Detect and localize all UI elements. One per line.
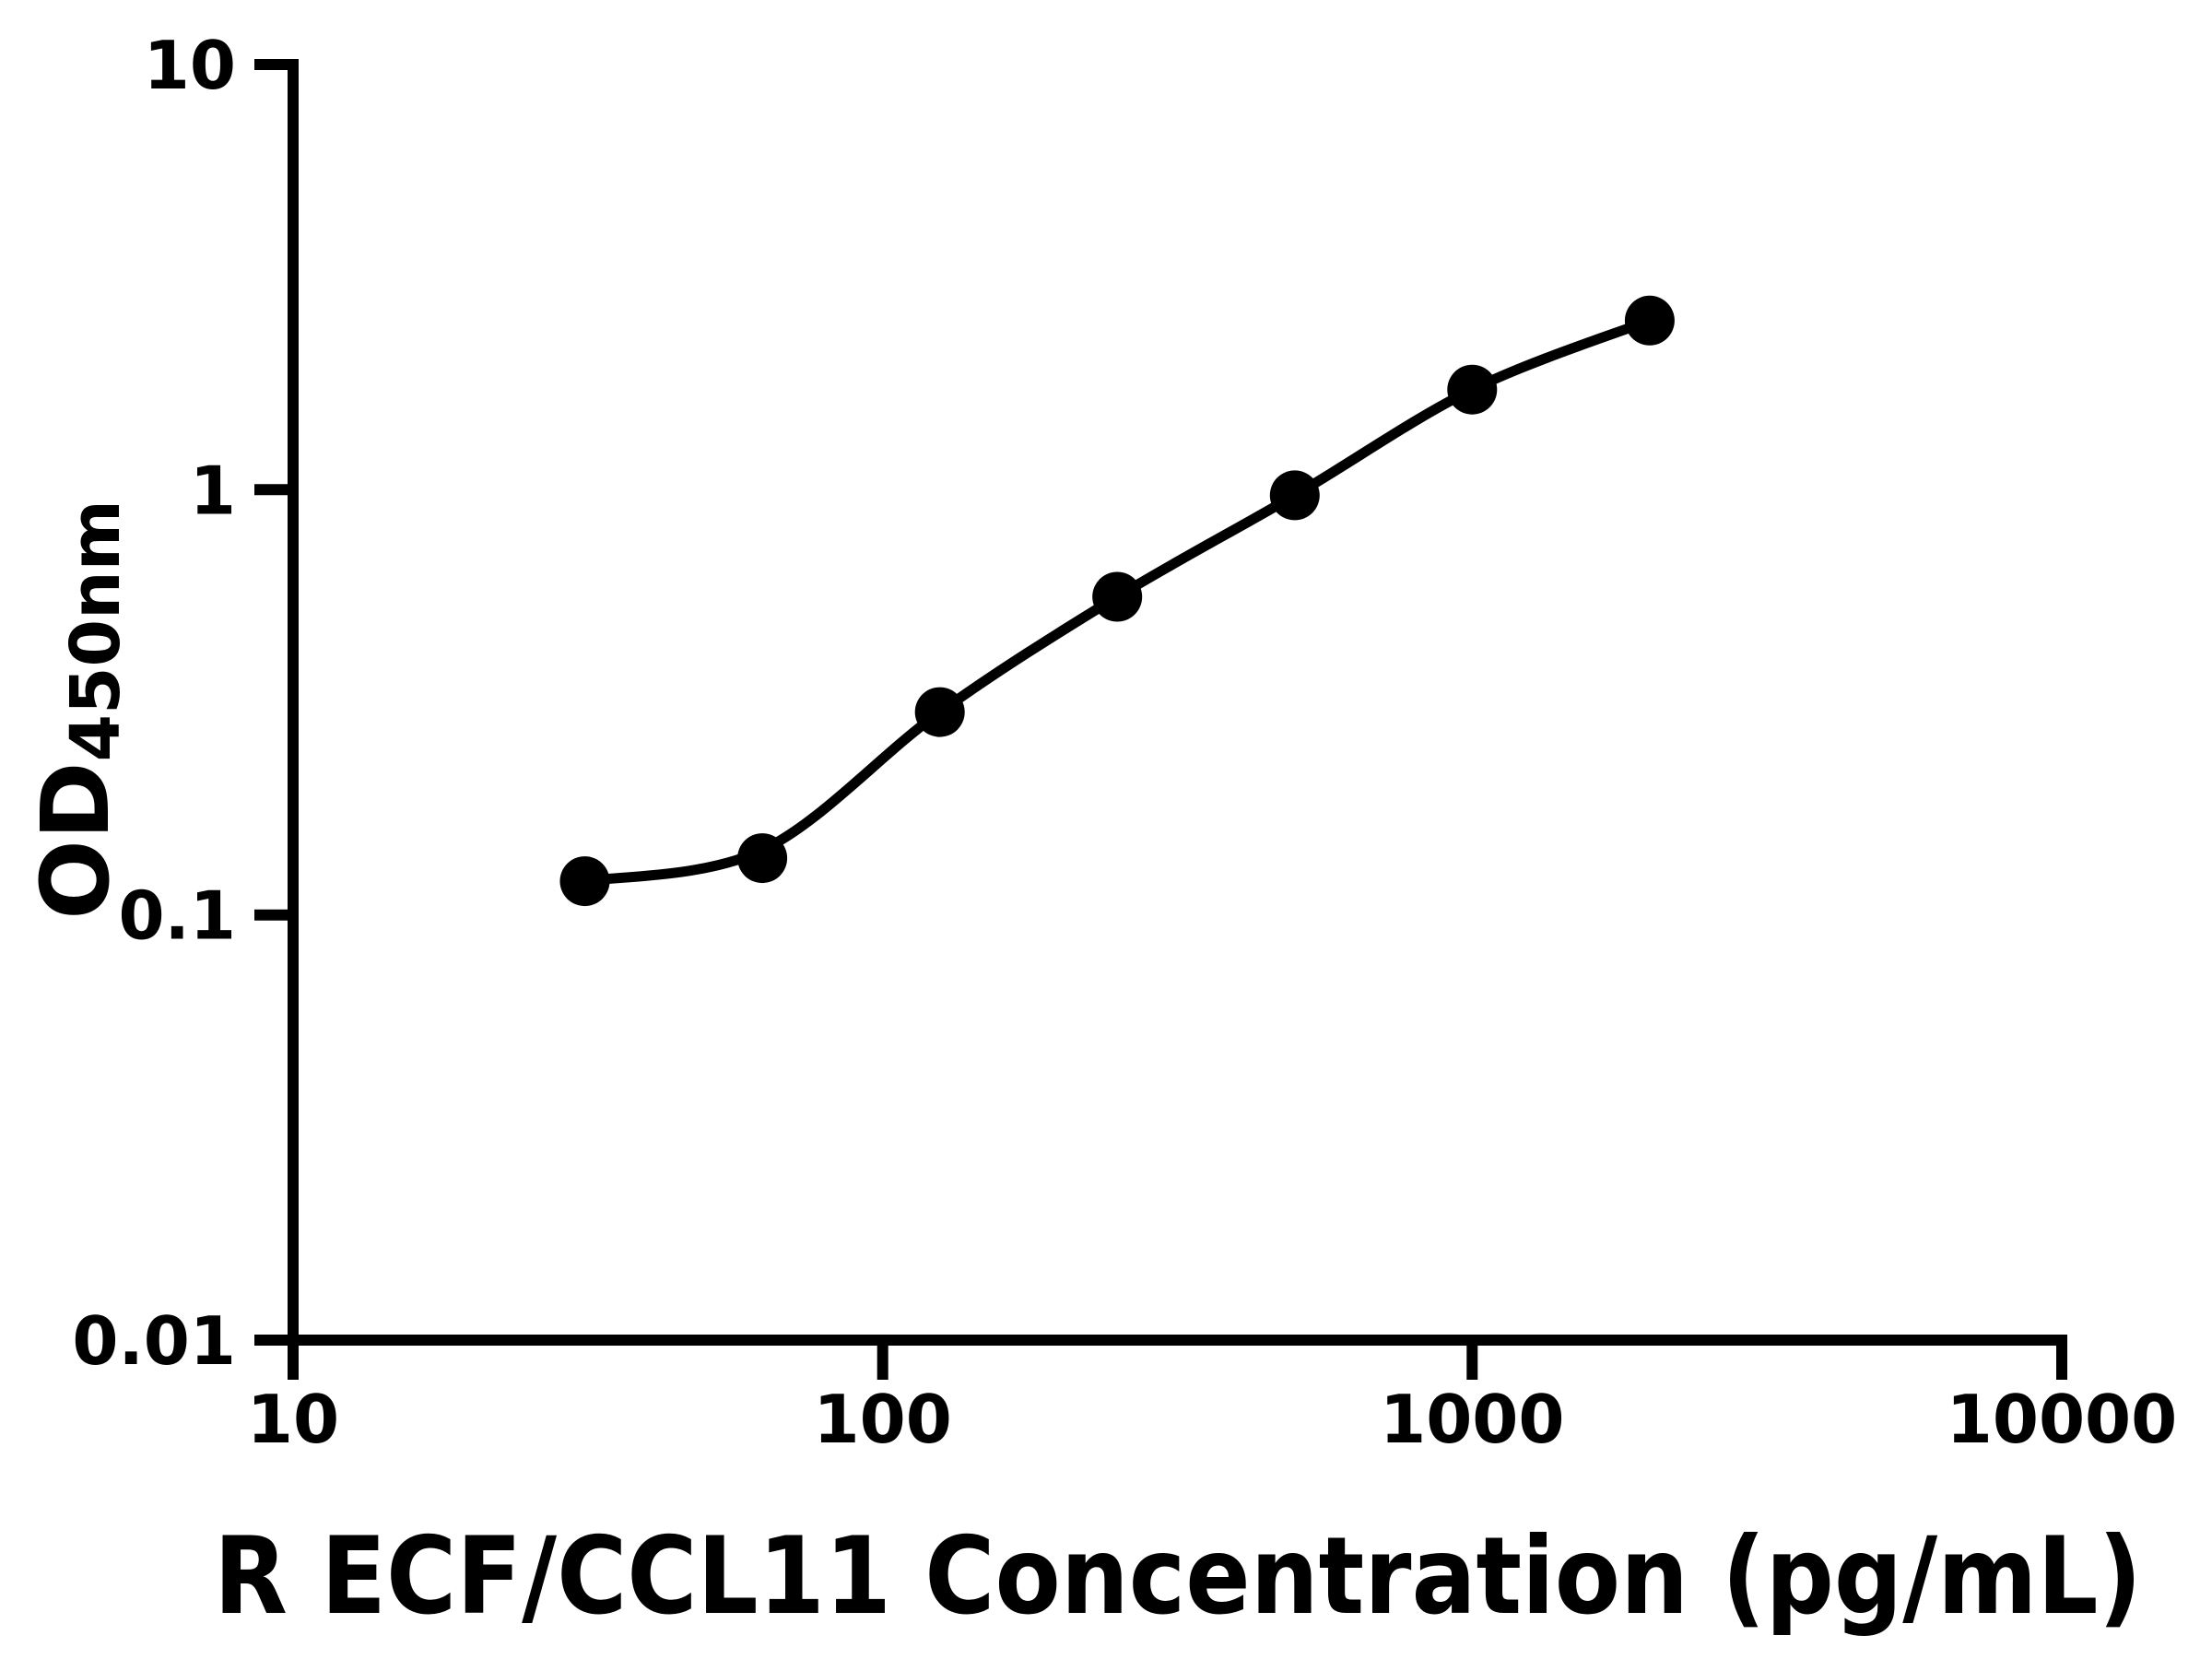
data-point: [1447, 364, 1498, 415]
plot-layer: 10 100 1000 10000 0.01 0.1 1 10: [72, 27, 2177, 1458]
axes-line: [288, 65, 2062, 1346]
y-tick-label: 10: [144, 27, 236, 104]
y-tick-label: 0.1: [118, 877, 236, 955]
x-tick-label: 1000: [1380, 1381, 1564, 1458]
y-tick-label: 1: [190, 452, 236, 529]
y-axis-title-sub: 450nm: [56, 500, 135, 761]
data-point: [1269, 470, 1320, 521]
x-axis-title: R ECF/CCL11 Concentration (pg/mL): [214, 1514, 2142, 1639]
data-point: [1624, 295, 1675, 346]
x-tick-label: 10000: [1947, 1381, 2178, 1458]
x-tick-label: 100: [814, 1381, 952, 1458]
x-tick-label: 10: [247, 1381, 339, 1458]
data-point: [914, 687, 965, 737]
data-point: [559, 856, 610, 907]
data-point: [737, 833, 788, 884]
y-axis-title-main: OD: [21, 761, 131, 919]
data-point: [1092, 571, 1143, 622]
y-axis-title: OD450nm: [21, 500, 135, 920]
y-tick-label: 0.01: [72, 1302, 236, 1380]
